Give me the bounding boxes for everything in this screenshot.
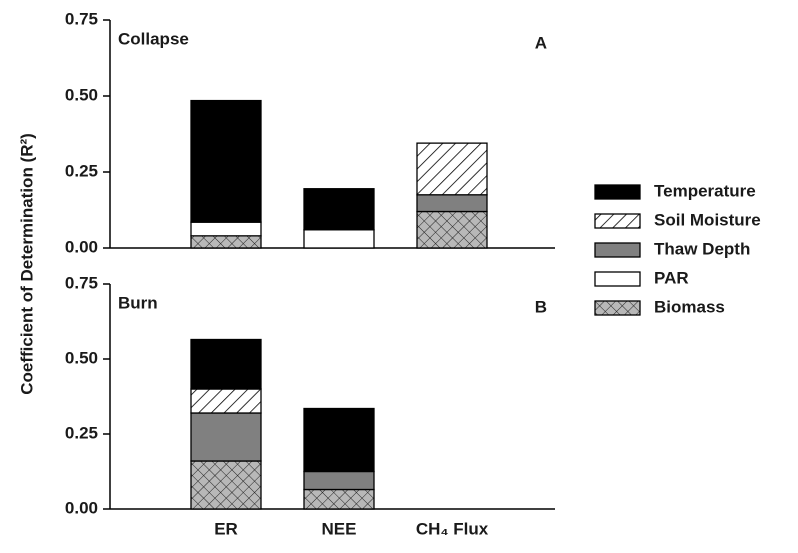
legend-swatch — [594, 213, 641, 229]
panel-label: B — [535, 297, 547, 316]
bar-segment — [190, 99, 262, 223]
bar-segment — [190, 388, 262, 414]
bar-segment — [416, 142, 488, 196]
bar-segment — [190, 412, 262, 462]
bar-segment — [416, 194, 488, 213]
legend-swatch — [594, 242, 641, 258]
legend-label: Temperature — [654, 181, 756, 200]
legend-swatch — [594, 300, 641, 316]
legend-label: Soil Moisture — [654, 210, 761, 229]
legend-label: PAR — [654, 268, 689, 287]
panel-label: A — [535, 33, 547, 52]
y-tick-label: 0.75 — [65, 273, 98, 292]
bar-segment — [303, 229, 375, 249]
bar-segment — [190, 235, 262, 249]
panel-title: Collapse — [118, 29, 189, 48]
y-tick-label: 0.25 — [65, 161, 98, 180]
y-tick-label: 0.00 — [65, 237, 98, 256]
y-tick-label: 0.75 — [65, 9, 98, 28]
bar-segment — [190, 460, 262, 510]
y-tick-label: 0.50 — [65, 348, 98, 367]
y-tick-label: 0.00 — [65, 498, 98, 517]
y-tick-label: 0.25 — [65, 423, 98, 442]
legend-swatch — [594, 184, 641, 200]
y-tick-label: 0.50 — [65, 85, 98, 104]
bar-segment — [303, 188, 375, 231]
x-tick-label: NEE — [322, 519, 357, 538]
y-axis-label: Coefficient of Determination (R²) — [17, 133, 36, 395]
legend-label: Thaw Depth — [654, 239, 750, 258]
bar-segment — [303, 470, 375, 491]
bar-segment — [190, 338, 262, 390]
bar-segment — [190, 221, 262, 237]
bar-segment — [416, 210, 488, 249]
panel-title: Burn — [118, 293, 158, 312]
bar-segment — [303, 488, 375, 510]
x-tick-label: CH₄ Flux — [416, 519, 489, 538]
x-tick-label: ER — [214, 519, 238, 538]
legend-label: Biomass — [654, 297, 725, 316]
bar-segment — [303, 407, 375, 473]
legend-swatch — [594, 271, 641, 287]
